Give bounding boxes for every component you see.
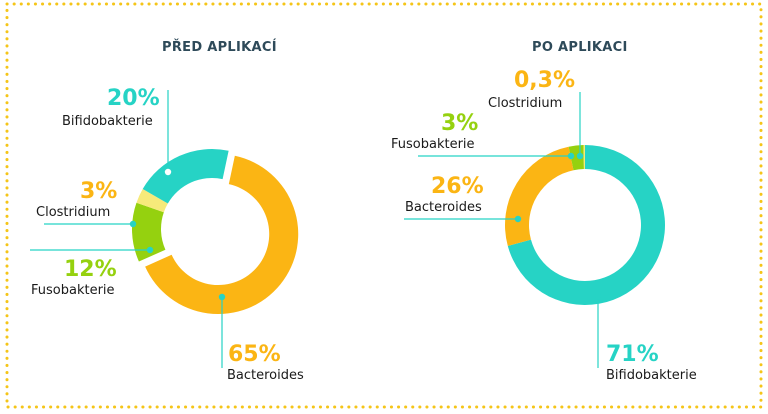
leader-before-bifidobakterie-dot <box>164 168 172 176</box>
leader-before-bacteroides-dot <box>218 293 226 301</box>
chart-title-after: PO APLIKACI <box>532 40 628 55</box>
pct-before-bacteroides: 65% <box>228 342 281 367</box>
pct-after-bifidobakterie: 71% <box>606 342 659 367</box>
label-after-fusobakterie: Fusobakterie <box>391 137 475 152</box>
label-before-fusobakterie: Fusobakterie <box>31 283 115 298</box>
pct-after-clostridium: 0,3% <box>514 68 576 93</box>
slice-before-fusobakterie <box>132 202 166 262</box>
donut-before <box>132 149 299 315</box>
label-after-clostridium: Clostridium <box>488 96 563 111</box>
pct-before-bifidobakterie: 20% <box>107 86 160 111</box>
slice-before-clostridium <box>136 189 168 213</box>
donut-after <box>505 145 665 305</box>
label-before-bifidobakterie: Bifidobakterie <box>62 114 153 129</box>
leader-lines <box>30 90 602 368</box>
slice-after-clostridium <box>583 145 585 170</box>
pct-before-clostridium: 3% <box>80 179 118 204</box>
slice-after-bacteroides <box>505 146 574 246</box>
chart-title-before: PŘED APLIKACÍ <box>162 40 277 55</box>
leader-after-bacteroides-dot <box>514 215 522 223</box>
slice-before-bacteroides <box>145 155 299 315</box>
leader-after-fusobakterie-dot <box>567 152 575 160</box>
pct-after-fusobakterie: 3% <box>441 111 479 136</box>
label-after-bacteroides: Bacteroides <box>405 200 482 215</box>
label-before-clostridium: Clostridium <box>36 205 111 220</box>
leader-after-clostridium-dot <box>576 152 584 160</box>
leader-after-bifidobakterie-dot <box>594 292 602 300</box>
label-before-bacteroides: Bacteroides <box>227 368 304 383</box>
pct-before-fusobakterie: 12% <box>64 257 117 282</box>
slice-after-bifidobakterie <box>507 145 665 305</box>
pct-after-bacteroides: 26% <box>431 174 484 199</box>
dotted-border <box>5 2 763 409</box>
leader-before-fusobakterie-dot <box>146 246 154 254</box>
slice-before-bifidobakterie <box>142 149 229 204</box>
leader-before-clostridium-dot <box>129 220 137 228</box>
label-after-bifidobakterie: Bifidobakterie <box>606 368 697 383</box>
